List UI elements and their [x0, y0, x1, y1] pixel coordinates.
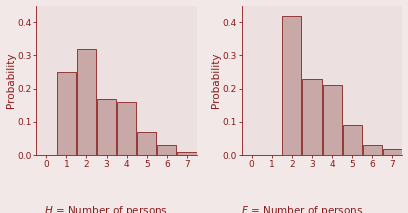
Bar [302, 79, 322, 155]
Bar [77, 49, 96, 155]
Bar [57, 72, 76, 155]
Bar [157, 145, 176, 155]
Y-axis label: Probability: Probability [211, 53, 221, 108]
Bar [97, 99, 116, 155]
Text: $F$ = Number of persons
in family: $F$ = Number of persons in family [241, 204, 363, 213]
Y-axis label: Probability: Probability [6, 53, 16, 108]
Bar [177, 152, 197, 155]
Bar [383, 149, 402, 155]
Bar [117, 102, 136, 155]
Bar [137, 132, 156, 155]
Bar [322, 85, 341, 155]
Text: $H$ = Number of persons
in household: $H$ = Number of persons in household [44, 204, 168, 213]
Bar [343, 125, 362, 155]
Bar [282, 16, 302, 155]
Bar [363, 145, 382, 155]
